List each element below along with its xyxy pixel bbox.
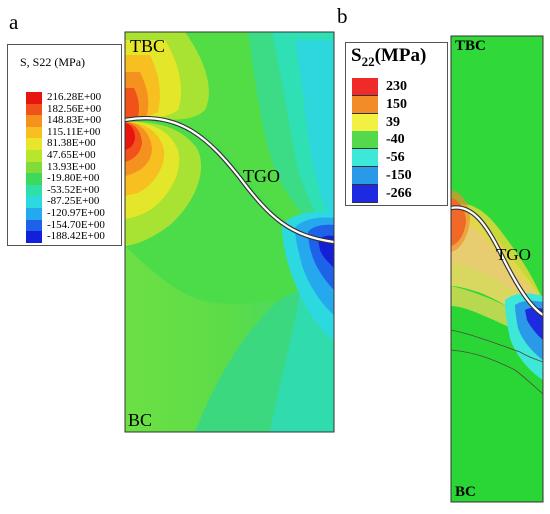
panel-a-legend-entry: -120.97E+00 xyxy=(26,207,122,220)
panel-a-label-tgo: TGO xyxy=(243,166,280,186)
panel-b-legend-value: 39 xyxy=(386,114,400,130)
panel-a-legend-entry: -188.42E+00 xyxy=(26,230,122,243)
panel-a-legend-value: -53.52E+00 xyxy=(47,183,100,196)
panel-b-legend-value: -56 xyxy=(386,150,405,166)
panel-b-legend-value: 150 xyxy=(386,96,407,112)
panel-a-legend-entry: 47.65E+00 xyxy=(26,149,122,162)
panel-b-legend-swatch xyxy=(352,95,378,114)
panel-b-legend-entry: -150 xyxy=(352,167,444,185)
panel-a-legend-swatch xyxy=(26,231,42,243)
panel-b-legend-entry: 39 xyxy=(352,113,444,132)
panel-a-legend: S, S22 (MPa) 216.28E+00 182.56E+00 148.83E… xyxy=(7,44,122,246)
panel-a-legend-value: -120.97E+00 xyxy=(47,207,105,219)
panel-b-legend: S22(MPa) 230 150 39 -40 -56 -150 -266 xyxy=(345,42,448,206)
panel-a-legend-entry: -154.70E+00 xyxy=(26,218,122,232)
panel-b-label-bc: BC xyxy=(455,484,476,500)
panel-b-legend-swatch xyxy=(352,78,378,96)
panel-a-legend-swatch xyxy=(26,138,42,150)
panel-a-legend-value: -19.80E+00 xyxy=(47,172,100,185)
panel-a-label-tbc: TBC xyxy=(130,36,166,56)
panel-a-legend-swatch xyxy=(26,161,42,174)
panel-b-contour xyxy=(451,36,543,502)
panel-b-legend-swatch xyxy=(352,131,378,150)
panel-a-legend-value: 148.83E+00 xyxy=(47,114,102,127)
panel-a-legend-swatch xyxy=(26,196,42,208)
panel-a-legend-entry: -53.52E+00 xyxy=(26,183,122,197)
panel-a-legend-value: 47.65E+00 xyxy=(47,149,96,161)
panel-b-legend-entry: 150 xyxy=(352,95,444,114)
panel-a-legend-swatch xyxy=(26,92,42,104)
panel-b-letter: b xyxy=(337,4,348,28)
panel-b-legend-swatch xyxy=(352,149,378,168)
panel-a-legend-value: 115.11E+00 xyxy=(47,125,101,138)
panel-a-legend-entry: 81.38E+00 xyxy=(26,137,122,150)
panel-a-legend-value: 182.56E+00 xyxy=(47,102,102,115)
panel-a-legend-swatch xyxy=(26,173,42,185)
panel-b-legend-entry: -40 xyxy=(352,131,444,150)
panel-b-legend-entry: -266 xyxy=(352,184,444,203)
panel-b-legend-value: -266 xyxy=(386,185,412,201)
panel-a-legend-value: -154.70E+00 xyxy=(47,218,105,231)
panel-a-legend-swatch xyxy=(26,208,42,220)
panel-a-legend-entry: 216.28E+00 xyxy=(26,91,122,104)
panel-a-letter: a xyxy=(9,10,19,34)
panel-a-legend-swatch xyxy=(26,184,42,197)
panel-a-legend-value: 81.38E+00 xyxy=(47,137,96,150)
panel-a-legend-value: -87.25E+00 xyxy=(47,195,100,208)
panel-a-legend-swatch xyxy=(26,219,42,232)
panel-a-legend-entry: -19.80E+00 xyxy=(26,172,122,185)
panel-b-label-tgo: TGO xyxy=(496,245,531,264)
panel-a-legend-value: -188.42E+00 xyxy=(47,230,105,243)
panel-a-legend-entry: 182.56E+00 xyxy=(26,102,122,116)
panel-a-legend-swatch xyxy=(26,126,42,139)
panel-b-legend-entry: 230 xyxy=(352,78,444,96)
panel-a-legend-title: S, S22 (MPa) xyxy=(20,55,86,69)
panel-a-legend-swatch xyxy=(26,115,42,127)
panel-b-legend-value: 230 xyxy=(386,79,407,94)
panel-b-legend-value: -40 xyxy=(386,132,405,148)
panel-a-legend-swatch xyxy=(26,103,42,116)
panel-b-label-tbc: TBC xyxy=(455,38,486,54)
panel-b-legend-entry: -56 xyxy=(352,149,444,168)
panel-a-legend-entry: 13.93E+00 xyxy=(26,160,122,174)
panel-a-label-bc: BC xyxy=(128,410,153,430)
panel-b-legend-swatch xyxy=(352,113,378,132)
panel-a-legend-value: 13.93E+00 xyxy=(47,160,96,173)
panel-b-legend-swatch xyxy=(352,167,378,185)
panel-a-legend-swatch xyxy=(26,150,42,162)
panel-a-legend-value: 216.28E+00 xyxy=(47,91,102,103)
panel-b-legend-value: -150 xyxy=(386,168,412,183)
panel-a-legend-entry: 115.11E+00 xyxy=(26,125,122,139)
panel-b-legend-title: S22(MPa) xyxy=(351,45,427,69)
panel-a-legend-entry: 148.83E+00 xyxy=(26,114,122,127)
panel-b-legend-swatch xyxy=(352,184,378,203)
panel-a-contour xyxy=(125,32,334,432)
panel-a-legend-entry: -87.25E+00 xyxy=(26,195,122,208)
